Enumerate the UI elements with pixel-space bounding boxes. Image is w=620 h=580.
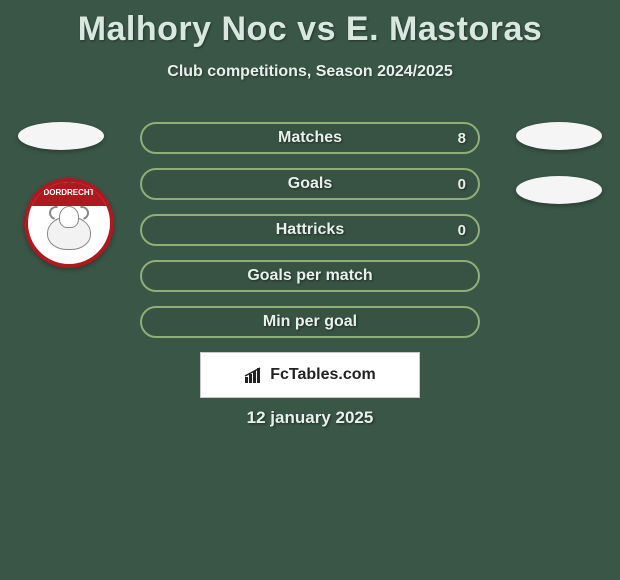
stat-label: Hattricks [276, 221, 344, 239]
sheep-icon [41, 204, 97, 254]
stat-label: Goals [288, 175, 332, 193]
subtitle: Club competitions, Season 2024/2025 [0, 63, 620, 81]
club-badge: DORDRECHT [24, 178, 114, 268]
page-title: Malhory Noc vs E. Mastoras [0, 0, 620, 49]
bars-icon [244, 367, 264, 383]
stat-row-goals-per-match: Goals per match [140, 260, 480, 292]
stat-label: Min per goal [263, 313, 357, 331]
stat-row-min-per-goal: Min per goal [140, 306, 480, 338]
stat-row-hattricks: Hattricks 0 [140, 214, 480, 246]
stat-value-right: 8 [458, 130, 466, 147]
stat-row-goals: Goals 0 [140, 168, 480, 200]
stat-label: Matches [278, 129, 342, 147]
player-disc-left [18, 122, 104, 150]
stat-value-right: 0 [458, 222, 466, 239]
player-disc-right-1 [516, 122, 602, 150]
stat-row-matches: Matches 8 [140, 122, 480, 154]
stats-bars: Matches 8 Goals 0 Hattricks 0 Goals per … [140, 122, 480, 352]
club-badge-text: DORDRECHT [28, 188, 110, 197]
brand-text: FcTables.com [270, 366, 376, 384]
player-disc-right-2 [516, 176, 602, 204]
stat-label: Goals per match [247, 267, 372, 285]
date-text: 12 january 2025 [0, 408, 620, 428]
stat-value-right: 0 [458, 176, 466, 193]
brand-box: FcTables.com [200, 352, 420, 398]
